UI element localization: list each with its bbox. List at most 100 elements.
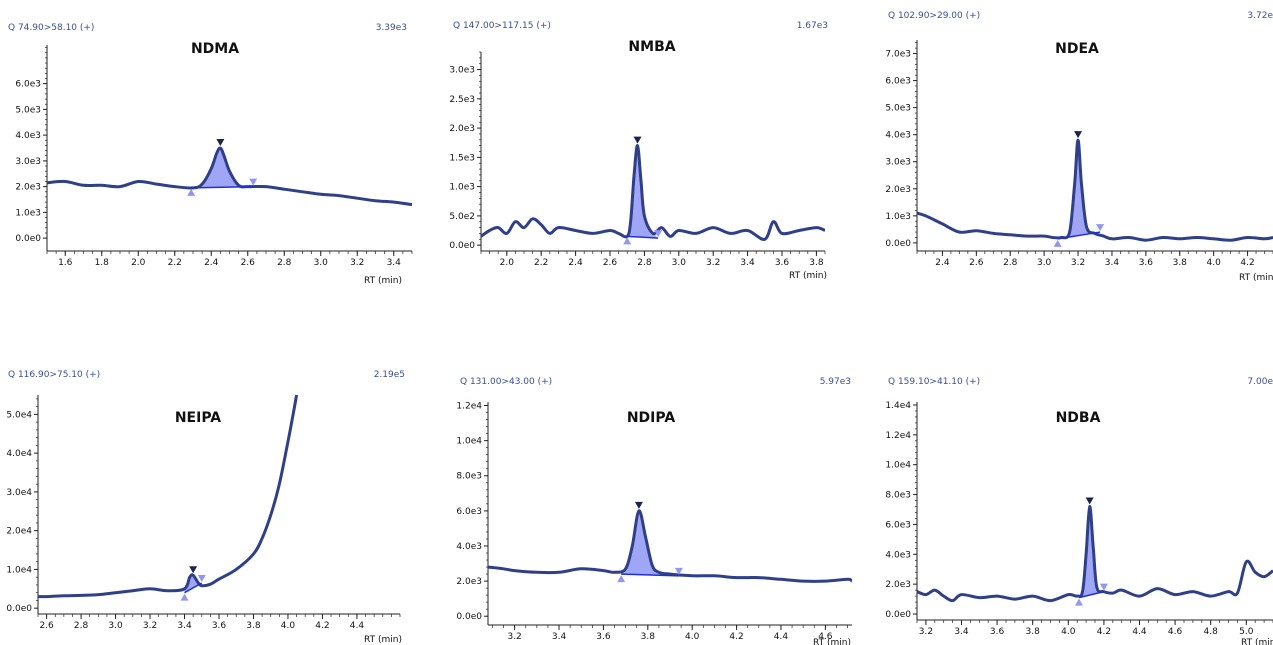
chart-title: NMBA [628,39,675,55]
x-tick-label: 1.6 [58,258,73,268]
y-tick-label: 2.0e3 [885,185,911,195]
y-tick-label: 1.0e3 [15,208,41,218]
x-tick-label: 4.6 [818,632,833,642]
peak-apex-marker [189,566,198,574]
chart-header-intensity: 5.97e3 [820,377,851,387]
peak-end-marker [654,230,663,238]
y-tick-label: 2.0e3 [885,580,911,590]
x-tick-label: 2.4 [568,258,583,268]
y-tick-label: 2.0e3 [456,577,482,587]
chart-header-intensity: 1.67e3 [797,21,828,31]
y-tick-label: 3.0e3 [15,157,41,167]
y-tick-label: 1.0e3 [449,183,475,193]
x-tick-label: 2.8 [1003,258,1018,268]
x-tick-label: 3.0 [108,621,123,631]
x-tick-label: 3.4 [387,258,402,268]
y-tick-label: 4.0e3 [885,131,911,141]
chart-header-intensity: 3.72e [1247,11,1273,21]
chart-panel-ndma: Q 74.90>58.10 (+) 3.39e3 NDMA 0.0e0 1.0e3 2.0… [8,23,413,286]
y-tick-label: 1.0e3 [885,212,911,222]
y-tick-label: 1.0e4 [6,565,32,575]
y-tick-label: 0.0e0 [456,612,482,622]
x-tick-label: 3.6 [212,621,227,631]
x-tick-label: 3.6 [990,627,1005,637]
y-tick-label: 2.0e3 [449,124,475,134]
x-tick-label: 4.2 [315,621,329,631]
y-tick-label: 4.0e3 [15,131,41,141]
x-tick-label: 2.2 [168,258,182,268]
y-tick-label: 5.0e3 [885,104,911,114]
y-tick-label: 1.4e4 [885,401,911,411]
peak-start-marker [1074,598,1083,606]
peak-end-marker [197,574,206,582]
x-tick-label: 3.2 [919,627,933,637]
chromatogram-trace [917,138,1273,242]
chart-panel-ndipa: Q 131.00>43.00 (+) 5.97e3 NDIPA 0.0e0 2.0e3 4… [456,377,852,645]
peak-baseline [184,582,203,594]
chromatogram-trace [47,146,412,207]
chart-header-intensity: 7.00e [1247,377,1273,387]
peak-end-marker [1096,224,1105,232]
chart-header-transition: Q 102.90>29.00 (+) [888,11,980,21]
peak-apex-marker [633,136,642,144]
peak-apex-marker [634,501,643,509]
peak-start-marker [623,237,632,245]
peak-baseline [627,235,659,239]
y-tick-label: 5.0e4 [6,410,32,420]
x-tick-label: 4.4 [774,632,789,642]
x-tick-label: 2.6 [603,258,618,268]
x-tick-label: 3.0 [1037,258,1052,268]
y-tick-label: 6.0e3 [15,80,41,90]
x-tick-label: 3.4 [740,258,755,268]
chart-header-transition: Q 74.90>58.10 (+) [8,23,94,33]
peak-apex-marker [1074,131,1083,139]
x-tick-label: 3.2 [143,621,157,631]
peak-apex-marker [1085,497,1094,505]
x-tick-label: 4.2 [1240,258,1254,268]
y-tick-label: 1.2e4 [885,431,911,441]
x-tick-label: 3.4 [177,621,192,631]
y-tick-label: 5.0e2 [449,212,475,222]
x-tick-label: 4.4 [1132,627,1147,637]
x-tick-label: 2.8 [637,258,652,268]
y-tick-label: 1.5e3 [449,153,475,163]
peak-area [1057,140,1101,239]
peak-start-marker [617,575,626,583]
y-tick-label: 4.0e4 [6,449,32,459]
peak-start-marker [187,188,196,196]
x-tick-label: 4.8 [1204,627,1219,637]
chart-title: NDEA [1055,41,1099,57]
y-tick-label: 3.0e3 [449,66,475,76]
y-tick-label: 1.2e4 [456,402,482,412]
x-tick-label: 4.2 [1097,627,1111,637]
chromatogram-trace [917,504,1273,603]
x-tick-label: 3.6 [596,632,611,642]
x-tick-label: 2.0 [500,258,515,268]
y-tick-label: 5.0e3 [15,105,41,115]
chart-title: NDIPA [627,410,676,426]
chart-header-transition: Q 147.00>117.15 (+) [453,21,551,31]
y-tick-label: 2.5e3 [449,95,475,105]
peak-baseline [191,185,254,189]
x-tick-label: 2.6 [969,258,984,268]
peak-start-marker [1053,239,1062,247]
x-tick-label: 3.2 [706,258,720,268]
chart-panel-ndea: Q 102.90>29.00 (+) 3.72e NDEA 0.0e0 1.0e3 2.0… [885,11,1273,283]
y-tick-label: 0.0e0 [15,234,41,244]
peak-apex-marker [216,139,225,146]
x-axis-label: RT (min) [813,638,851,645]
x-tick-label: 4.0 [1061,627,1076,637]
chart-header-intensity: 2.19e5 [374,370,405,380]
chromatogram-trace [481,144,825,241]
peak-area [621,510,679,576]
y-tick-label: 6.0e3 [456,507,482,517]
y-tick-label: 0.0e0 [6,604,32,614]
peak-start-marker [180,593,189,601]
x-tick-label: 2.4 [204,258,219,268]
peak-baseline [621,573,679,577]
peak-baseline [1057,231,1101,240]
x-tick-label: 3.4 [1105,258,1120,268]
x-tick-label: 2.2 [534,258,548,268]
